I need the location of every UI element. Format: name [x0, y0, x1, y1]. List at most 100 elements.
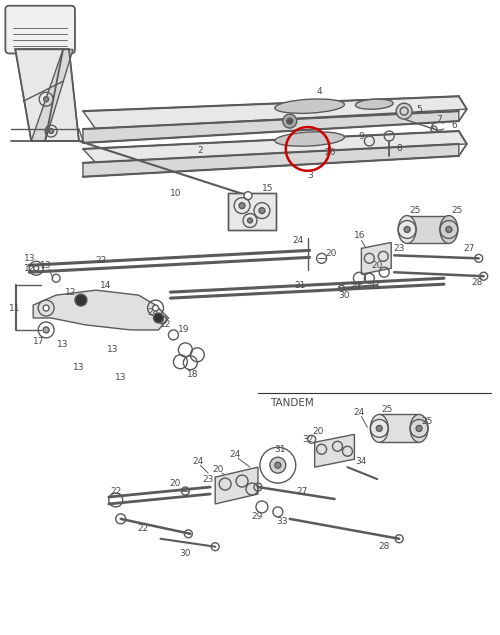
Text: 22: 22	[95, 256, 106, 265]
Text: 13: 13	[58, 340, 69, 349]
Ellipse shape	[275, 99, 344, 114]
Circle shape	[287, 118, 293, 124]
Circle shape	[283, 114, 296, 128]
Text: 24: 24	[230, 450, 240, 458]
Text: 7: 7	[436, 114, 442, 124]
Text: 32: 32	[302, 435, 314, 444]
Text: 23: 23	[394, 244, 405, 253]
Circle shape	[376, 425, 382, 431]
Text: 23: 23	[202, 474, 214, 484]
Bar	[407, 215, 449, 243]
Text: 20: 20	[372, 261, 383, 270]
Circle shape	[239, 203, 245, 209]
FancyBboxPatch shape	[6, 6, 75, 53]
Text: 6: 6	[451, 121, 456, 130]
Polygon shape	[16, 50, 79, 141]
Circle shape	[275, 462, 281, 468]
Text: 12: 12	[66, 288, 76, 297]
Text: 25: 25	[410, 206, 421, 215]
Text: 15: 15	[262, 184, 274, 193]
Text: 30: 30	[338, 291, 350, 300]
Circle shape	[248, 218, 252, 223]
Text: 13: 13	[24, 254, 35, 263]
Circle shape	[43, 305, 49, 311]
Polygon shape	[31, 50, 73, 141]
Text: 20: 20	[312, 427, 324, 436]
Text: 21: 21	[294, 281, 306, 290]
Circle shape	[244, 192, 252, 199]
Text: TANDEM: TANDEM	[270, 398, 314, 408]
Text: 33: 33	[276, 518, 287, 526]
Text: 31: 31	[274, 444, 285, 454]
Ellipse shape	[370, 415, 388, 443]
Polygon shape	[83, 111, 459, 143]
Circle shape	[152, 305, 158, 311]
Text: 34: 34	[356, 457, 367, 465]
Polygon shape	[83, 97, 467, 129]
Bar	[380, 415, 419, 443]
Circle shape	[43, 327, 49, 333]
Text: 29: 29	[350, 282, 361, 291]
Polygon shape	[215, 467, 258, 504]
Polygon shape	[83, 144, 459, 177]
Text: 13: 13	[107, 345, 118, 354]
Circle shape	[259, 208, 265, 213]
Circle shape	[48, 128, 54, 133]
Text: 16: 16	[354, 231, 365, 240]
Text: 14: 14	[100, 281, 112, 290]
Text: 22: 22	[110, 486, 122, 495]
Polygon shape	[83, 131, 467, 163]
Text: 20: 20	[170, 479, 181, 488]
Text: 24: 24	[292, 236, 304, 245]
Text: 10: 10	[170, 189, 181, 198]
Text: 12: 12	[160, 321, 171, 330]
Text: 13: 13	[115, 373, 126, 382]
Text: 5: 5	[416, 105, 422, 114]
Circle shape	[446, 227, 452, 232]
Text: 13: 13	[40, 261, 52, 270]
Text: 29: 29	[252, 512, 262, 521]
Circle shape	[44, 97, 49, 102]
Text: 13: 13	[73, 363, 85, 372]
Polygon shape	[33, 290, 168, 330]
Circle shape	[154, 313, 164, 323]
Text: 28: 28	[471, 277, 482, 286]
Text: 33: 33	[368, 282, 380, 291]
Text: 24: 24	[354, 408, 365, 417]
Text: 19: 19	[178, 325, 189, 335]
Ellipse shape	[410, 415, 428, 443]
Circle shape	[396, 104, 412, 119]
Polygon shape	[314, 434, 354, 467]
Text: 4: 4	[317, 87, 322, 96]
Text: 28: 28	[378, 542, 390, 551]
Text: 18: 18	[186, 370, 198, 379]
Text: 8: 8	[396, 144, 402, 154]
Circle shape	[416, 425, 422, 431]
Text: 20: 20	[326, 249, 337, 258]
Ellipse shape	[275, 132, 344, 146]
Circle shape	[270, 457, 286, 473]
Text: 12: 12	[24, 264, 35, 273]
Bar	[228, 192, 276, 231]
Text: 17: 17	[34, 337, 45, 346]
Circle shape	[404, 227, 410, 232]
Text: 3: 3	[307, 171, 312, 180]
Text: 27: 27	[463, 244, 474, 253]
Text: 25: 25	[422, 417, 432, 426]
Text: 11: 11	[10, 304, 21, 312]
Text: 27: 27	[296, 486, 308, 495]
Circle shape	[34, 266, 38, 271]
Polygon shape	[362, 243, 391, 274]
Circle shape	[75, 294, 87, 306]
Text: 24: 24	[147, 307, 158, 316]
Text: 25: 25	[451, 206, 462, 215]
Ellipse shape	[440, 215, 458, 243]
Text: 9: 9	[358, 131, 364, 140]
Text: 20: 20	[212, 465, 224, 474]
Text: 24: 24	[192, 457, 204, 465]
Text: 26: 26	[324, 149, 335, 157]
Text: 22: 22	[137, 525, 148, 533]
Ellipse shape	[356, 99, 393, 109]
Ellipse shape	[398, 215, 416, 243]
Text: 25: 25	[382, 405, 393, 414]
